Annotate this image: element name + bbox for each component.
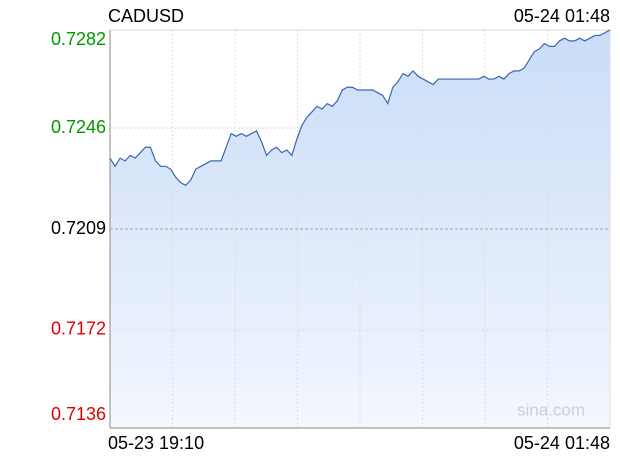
x-tick-label: 05-23 19:10: [108, 433, 204, 453]
y-tick-label: 0.7209: [51, 218, 106, 238]
x-tick-label: 05-24 01:48: [514, 433, 610, 453]
y-tick-label: 0.7136: [51, 404, 106, 424]
price-line: [109, 29, 611, 187]
timestamp: 05-24 01:48: [514, 6, 610, 26]
y-tick-label: 0.7246: [51, 117, 106, 137]
y-tick-label: 0.7172: [51, 319, 106, 339]
chart-title: CADUSD: [108, 6, 184, 26]
watermark: sina.com: [517, 400, 585, 419]
y-tick-label: 0.7282: [51, 29, 106, 49]
